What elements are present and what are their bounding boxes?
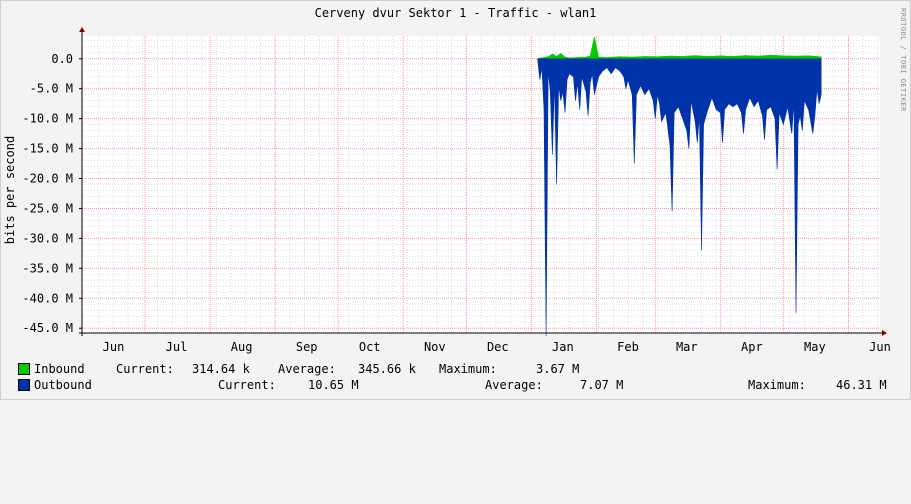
x-tick-label: May xyxy=(804,340,826,354)
rrdtool-watermark: RRDTOOL / TOBI OETIKER xyxy=(899,8,907,112)
legend-inbound-average: 345.66 k xyxy=(358,362,416,376)
legend-outbound-average-label: Average: xyxy=(485,378,543,392)
x-tick-label: Aug xyxy=(231,340,253,354)
outbound-swatch xyxy=(18,379,30,391)
traffic-chart: 0.0 -5.0 M -10.0 M -15.0 M -20.0 M -25.0 M -30… xyxy=(22,27,891,354)
legend-outbound-maximum: 46.31 M xyxy=(836,378,887,392)
legend-outbound-current-label: Current: xyxy=(218,378,276,392)
x-tick-label: Mar xyxy=(676,340,698,354)
x-tick-label: Jun xyxy=(869,340,891,354)
y-tick-label: -10.0 M xyxy=(22,112,73,126)
y-tick-label: -25.0 M xyxy=(22,201,73,215)
y-tick-label: -40.0 M xyxy=(22,291,73,305)
series-outbound-area xyxy=(537,58,822,337)
x-tick-label: Jun xyxy=(103,340,125,354)
inbound-swatch xyxy=(18,363,30,375)
x-tick-label: Sep xyxy=(296,340,318,354)
x-tick-label: Apr xyxy=(741,340,763,354)
legend-inbound-label: Inbound xyxy=(34,362,85,376)
y-axis-arrow xyxy=(79,27,85,32)
series-inbound-area xyxy=(537,36,822,60)
chart-title: Cerveny dvur Sektor 1 - Traffic - wlan1 xyxy=(314,6,597,20)
y-tick-label: -35.0 M xyxy=(22,261,73,275)
legend-inbound-average-label: Average: xyxy=(278,362,336,376)
legend-inbound-current: 314.64 k xyxy=(192,362,250,376)
x-tick-label: Dec xyxy=(487,340,509,354)
y-tick-label: 0.0 xyxy=(51,52,73,66)
y-tick-label: -30.0 M xyxy=(22,231,73,245)
legend-outbound-label: Outbound xyxy=(34,378,92,392)
legend-outbound-maximum-label: Maximum: xyxy=(748,378,806,392)
legend-inbound-maximum: 3.67 M xyxy=(536,362,580,376)
y-tick-label: -20.0 M xyxy=(22,172,73,186)
x-tick-label: Oct xyxy=(359,340,381,354)
x-axis-arrow xyxy=(882,330,887,336)
y-tick-label: -5.0 M xyxy=(30,82,73,96)
y-tick-label: -15.0 M xyxy=(22,142,73,156)
legend-inbound-current-label: Current: xyxy=(116,362,174,376)
legend-inbound-maximum-label: Maximum: xyxy=(439,362,497,376)
legend-outbound-average: 7.07 M xyxy=(580,378,624,392)
y-tick-label: -45.0 M xyxy=(22,321,73,335)
legend-inbound: Inbound Current: 314.64 k Average: 345.6… xyxy=(18,362,579,376)
x-tick-label: Feb xyxy=(617,340,639,354)
legend-outbound-current: 10.65 M xyxy=(308,378,359,392)
x-tick-label: Nov xyxy=(424,340,446,354)
x-tick-label: Jul xyxy=(166,340,188,354)
x-tick-label: Jan xyxy=(552,340,574,354)
legend-outbound: Outbound Current: 10.65 M Average: 7.07 … xyxy=(18,378,887,392)
